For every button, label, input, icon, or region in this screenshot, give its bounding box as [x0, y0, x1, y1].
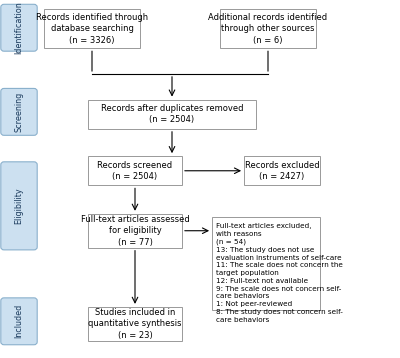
Text: Full-text articles assessed
for eligibility
(n = 77): Full-text articles assessed for eligibil… — [81, 215, 189, 247]
FancyBboxPatch shape — [1, 298, 37, 345]
Text: Studies included in
quantitative synthesis
(n = 23): Studies included in quantitative synthes… — [88, 308, 182, 340]
FancyBboxPatch shape — [88, 156, 182, 185]
Text: Identification: Identification — [14, 1, 24, 54]
Text: Records after duplicates removed
(n = 2504): Records after duplicates removed (n = 25… — [101, 104, 243, 125]
FancyBboxPatch shape — [44, 9, 140, 48]
Text: Screening: Screening — [14, 92, 24, 132]
FancyBboxPatch shape — [244, 156, 320, 185]
FancyBboxPatch shape — [88, 307, 182, 341]
Text: Full-text articles excluded,
with reasons
(n = 54)
13: The study does not use
ev: Full-text articles excluded, with reason… — [216, 223, 343, 323]
Text: Additional records identified
through other sources
(n = 6): Additional records identified through ot… — [208, 13, 328, 45]
Text: Records screened
(n = 2504): Records screened (n = 2504) — [98, 160, 172, 181]
Text: Eligibility: Eligibility — [14, 188, 24, 224]
FancyBboxPatch shape — [88, 214, 182, 248]
FancyBboxPatch shape — [88, 100, 256, 129]
FancyBboxPatch shape — [1, 162, 37, 250]
FancyBboxPatch shape — [1, 88, 37, 135]
Text: Records identified through
database searching
(n = 3326): Records identified through database sear… — [36, 13, 148, 45]
FancyBboxPatch shape — [1, 4, 37, 51]
FancyBboxPatch shape — [220, 9, 316, 48]
Text: Records excluded
(n = 2427): Records excluded (n = 2427) — [245, 160, 319, 181]
FancyBboxPatch shape — [212, 217, 320, 310]
Text: Included: Included — [14, 304, 24, 338]
